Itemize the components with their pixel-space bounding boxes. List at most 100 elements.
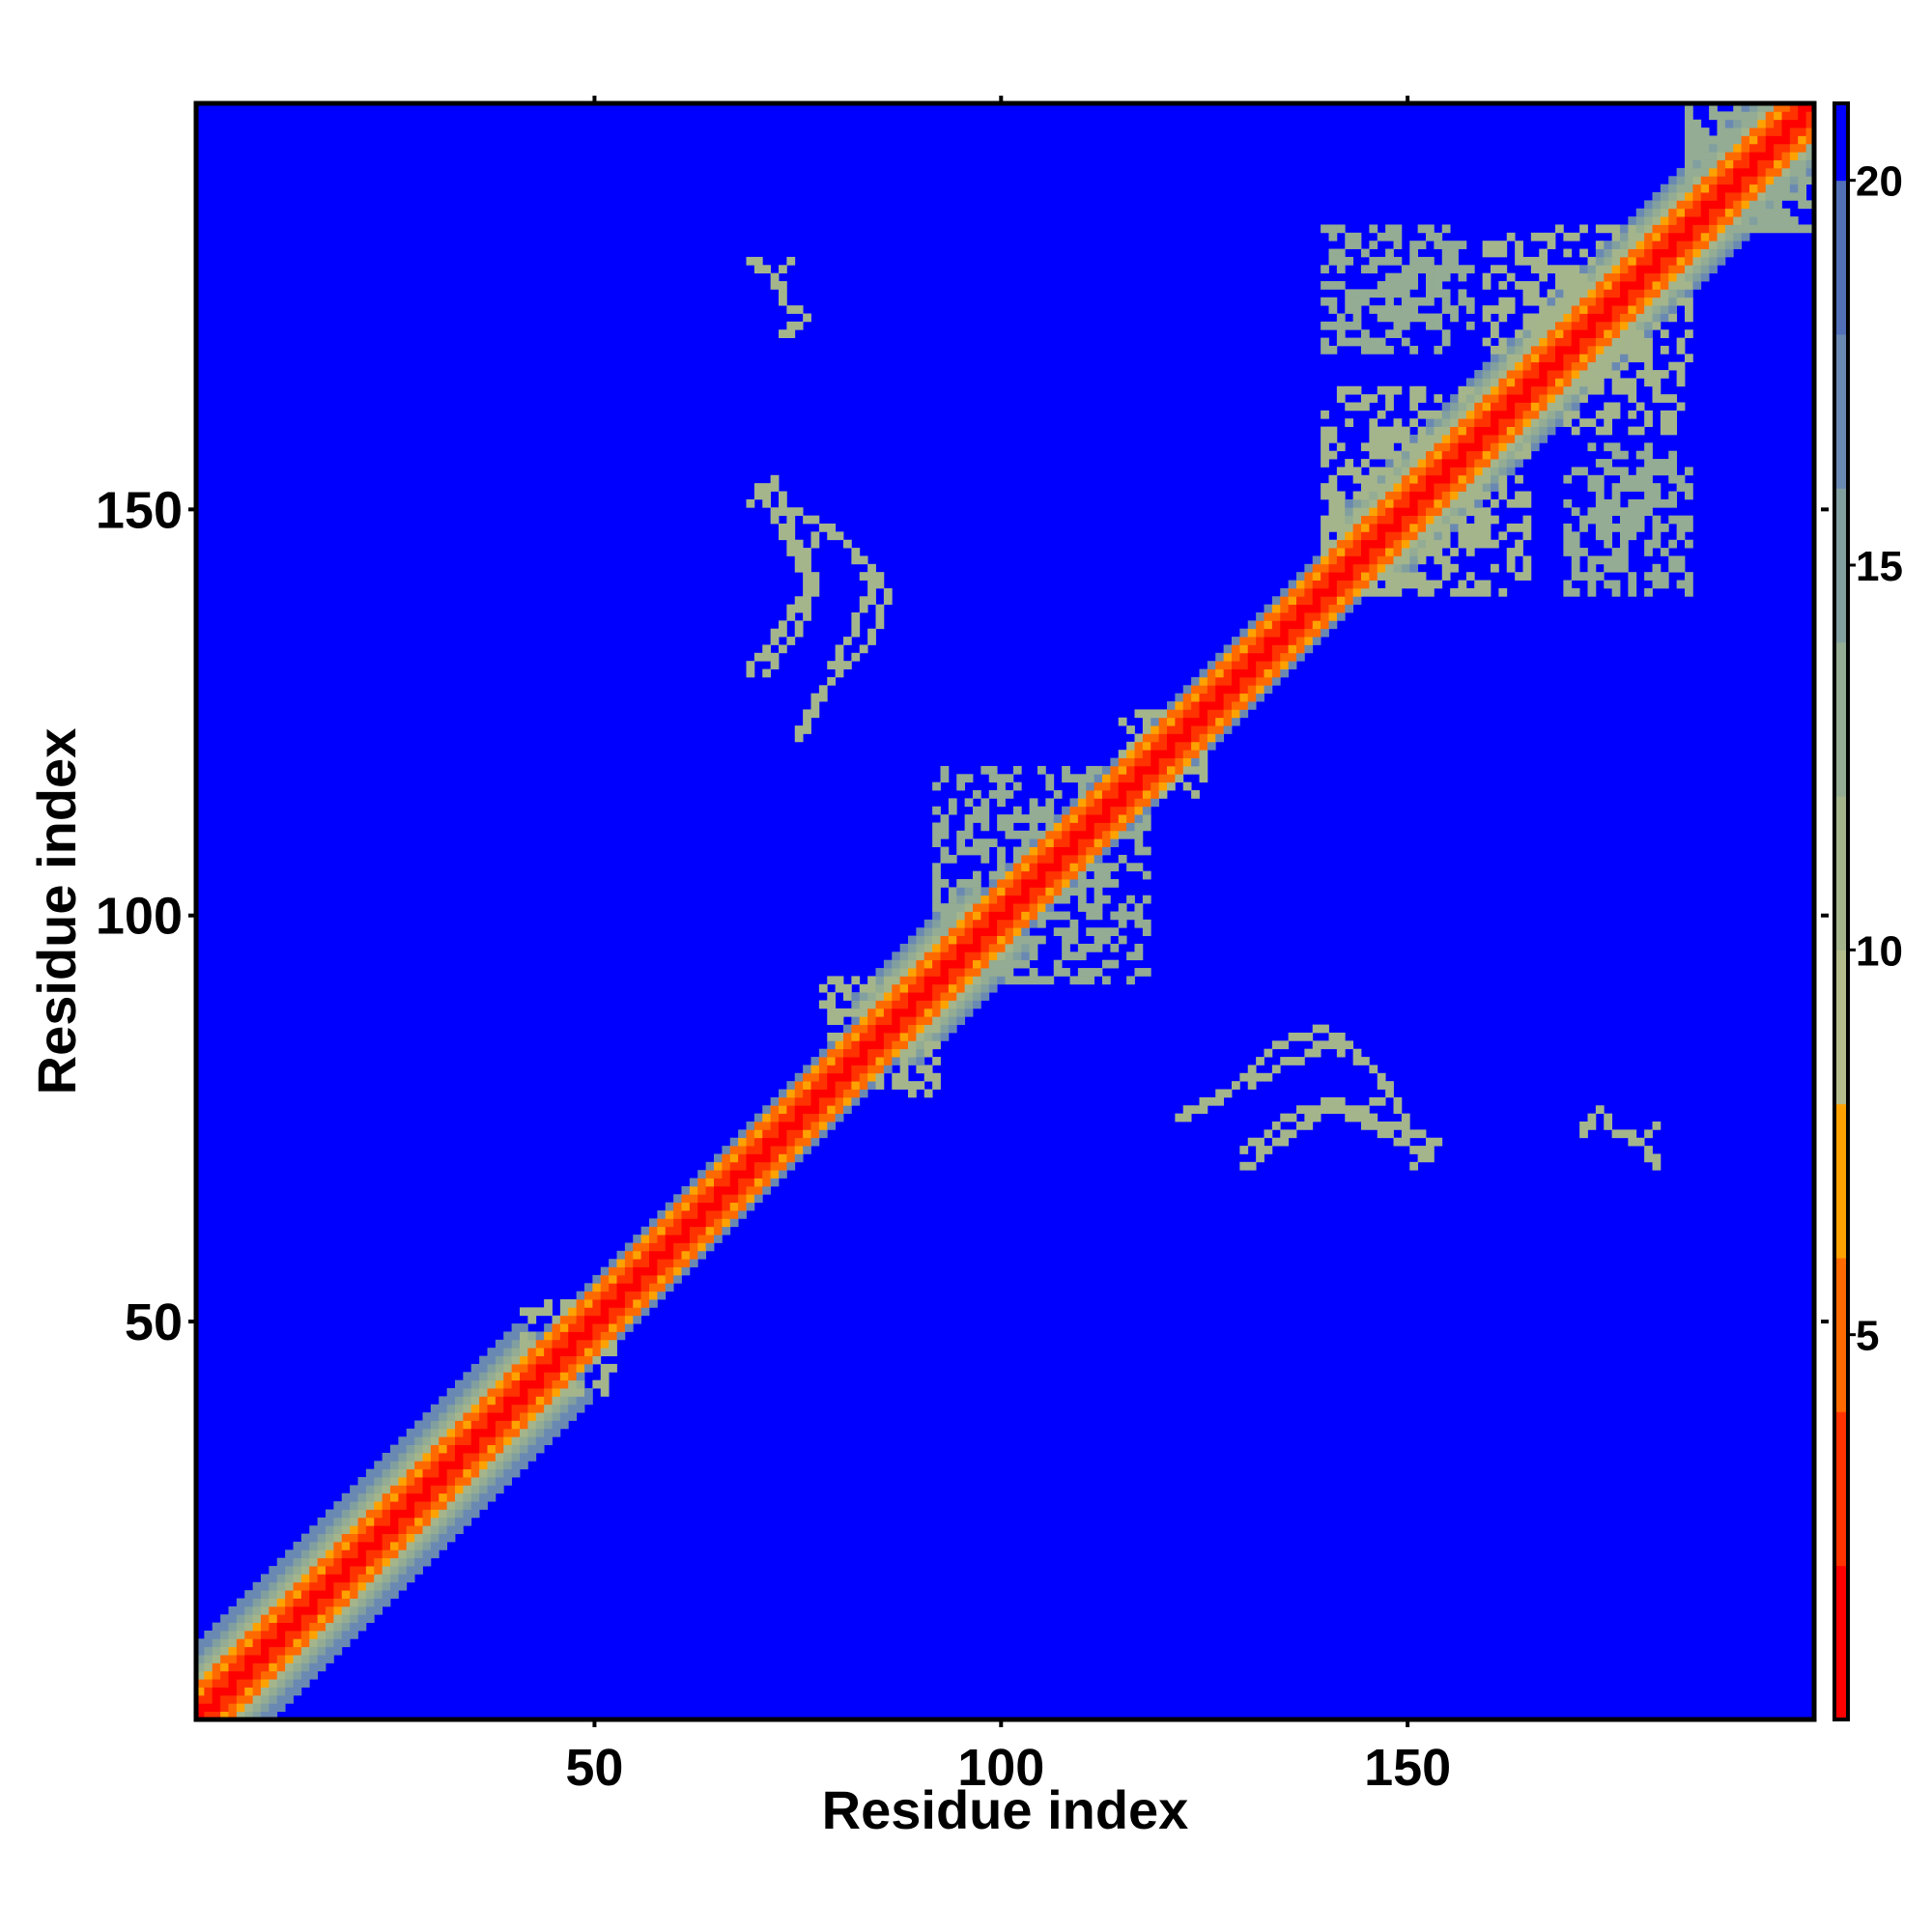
heatmap-cell <box>892 1000 901 1009</box>
heatmap-cell <box>1393 329 1403 338</box>
heatmap-cell <box>1717 143 1726 153</box>
heatmap-cell <box>236 1614 245 1624</box>
heatmap-cell <box>357 1622 367 1632</box>
heatmap-cell <box>1611 1129 1621 1139</box>
heatmap-cell <box>714 1235 723 1243</box>
heatmap-cell <box>1539 402 1548 412</box>
heatmap-cell <box>552 1315 561 1324</box>
heatmap-cell <box>835 1040 844 1050</box>
heatmap-cell <box>770 652 780 662</box>
heatmap-cell <box>1491 450 1499 460</box>
heatmap-cell <box>746 668 755 678</box>
heatmap-cell <box>1491 467 1499 476</box>
heatmap-cell <box>932 911 941 921</box>
heatmap-cell <box>455 1412 464 1421</box>
heatmap-cell <box>1587 281 1597 290</box>
heatmap-cell <box>374 1468 384 1478</box>
heatmap-cell <box>1474 450 1484 460</box>
heatmap-cell <box>1781 128 1791 136</box>
heatmap-cell <box>584 1388 593 1397</box>
heatmap-cell <box>1652 281 1662 290</box>
heatmap-cell <box>843 539 852 549</box>
heatmap-cell <box>1635 345 1645 355</box>
heatmap-cell <box>1450 474 1459 484</box>
heatmap-cell <box>422 1492 432 1502</box>
heatmap-cell <box>1465 426 1475 436</box>
heatmap-cell <box>1377 555 1386 565</box>
heatmap-cell <box>851 1016 861 1026</box>
heatmap-cell <box>220 1638 229 1648</box>
heatmap-cell <box>1620 483 1629 492</box>
heatmap-cell <box>1328 507 1338 517</box>
heatmap-cell <box>1628 329 1637 338</box>
heatmap-cell <box>1692 135 1702 145</box>
heatmap-cell <box>1021 887 1031 896</box>
heatmap-cell <box>1158 757 1168 767</box>
heatmap-cell <box>1474 483 1484 492</box>
heatmap-cell <box>204 1638 213 1648</box>
heatmap-cell <box>932 935 941 945</box>
heatmap-cell <box>1563 394 1573 403</box>
heatmap-cell <box>463 1492 472 1502</box>
heatmap-cell <box>1142 790 1151 799</box>
heatmap-cell <box>1361 539 1370 549</box>
heatmap-cell <box>786 1113 796 1122</box>
heatmap-cell <box>1377 281 1386 290</box>
heatmap-cell <box>1676 224 1686 234</box>
heatmap-cell <box>1247 668 1257 678</box>
heatmap-cell <box>980 992 990 1001</box>
heatmap-cell <box>1369 507 1378 517</box>
heatmap-cell <box>236 1670 245 1680</box>
heatmap-cell <box>495 1339 504 1349</box>
heatmap-cell <box>1328 345 1338 355</box>
heatmap-cell <box>1215 709 1225 719</box>
heatmap-cell <box>1223 652 1233 662</box>
heatmap-cell <box>341 1492 351 1502</box>
heatmap-cell <box>357 1501 367 1510</box>
heatmap-cell <box>382 1485 391 1494</box>
heatmap-cell <box>1369 305 1378 314</box>
heatmap-cell <box>1644 345 1653 355</box>
heatmap-cell <box>1635 402 1645 412</box>
heatmap-cell <box>940 927 950 936</box>
heatmap-cell <box>470 1436 480 1445</box>
heatmap-cell <box>1668 265 1678 274</box>
heatmap-cell <box>269 1655 278 1663</box>
heatmap-cell <box>1142 750 1151 758</box>
heatmap-cell <box>923 1072 933 1082</box>
heatmap-cell <box>997 870 1006 880</box>
heatmap-cell <box>422 1485 432 1494</box>
heatmap-cell <box>1757 111 1767 121</box>
heatmap-cell <box>1045 774 1055 783</box>
heatmap-cell <box>1765 119 1775 128</box>
heatmap-cell <box>1110 765 1120 775</box>
heatmap-cell <box>1805 159 1815 169</box>
heatmap-cell <box>341 1638 351 1648</box>
heatmap-cell <box>406 1557 415 1567</box>
heatmap-cell <box>681 1266 691 1276</box>
heatmap-cell <box>1223 693 1233 702</box>
heatmap-cell <box>1555 385 1564 395</box>
heatmap-cell <box>293 1574 302 1583</box>
heatmap-cell <box>309 1605 319 1615</box>
heatmap-cell <box>1571 329 1580 338</box>
heatmap-cell <box>1012 830 1022 839</box>
heatmap-cell <box>1595 459 1605 468</box>
heatmap-cell <box>640 1299 650 1308</box>
heatmap-cell <box>1587 483 1597 492</box>
heatmap-cell <box>446 1396 456 1406</box>
heatmap-cell <box>1434 394 1443 403</box>
heatmap-cell <box>762 491 772 500</box>
heatmap-cell <box>875 1040 885 1050</box>
heatmap-cell <box>616 1259 626 1267</box>
heatmap-cell <box>1571 272 1580 282</box>
heatmap-cell <box>1798 159 1807 169</box>
heatmap-cell <box>932 952 941 961</box>
heatmap-cell <box>390 1549 399 1559</box>
heatmap-cell <box>1635 426 1645 436</box>
heatmap-cell <box>196 1670 205 1680</box>
heatmap-cell <box>1789 143 1799 153</box>
heatmap-cell <box>495 1355 504 1365</box>
heatmap-cell <box>1717 128 1726 136</box>
heatmap-cell <box>1458 515 1467 525</box>
